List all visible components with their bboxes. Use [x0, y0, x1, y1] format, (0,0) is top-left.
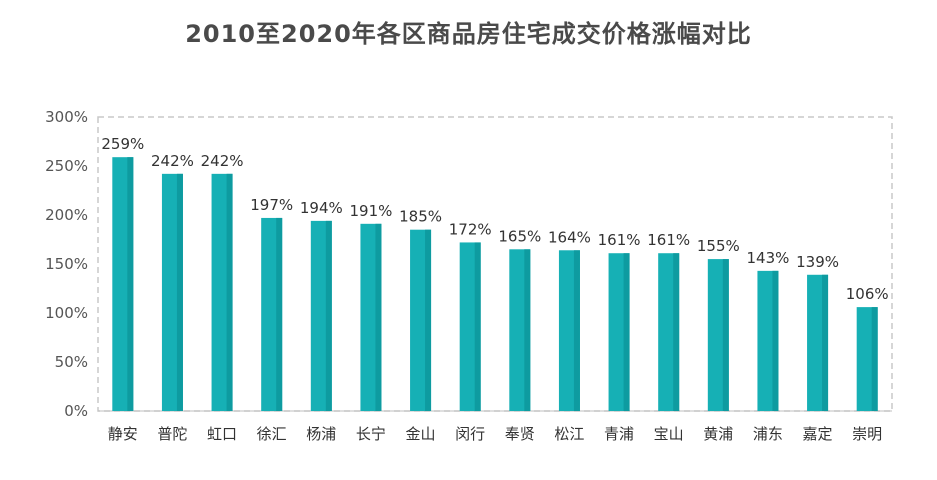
data-labels-group: 259% 242% 242% 197% 194% 191% 185% 172% 165% 164%… — [101, 135, 888, 303]
bar-shade — [325, 220, 332, 411]
data-label: 139% — [796, 253, 839, 271]
bar-shade — [673, 253, 680, 411]
y-tick-label: 150% — [45, 255, 88, 273]
bar — [459, 242, 481, 411]
bars-group — [112, 157, 878, 411]
y-tick-label: 0% — [64, 402, 88, 420]
x-tick-label: 崇明 — [852, 425, 882, 443]
bar — [112, 157, 134, 411]
bar — [558, 250, 580, 411]
bar-shade — [425, 229, 432, 411]
bar — [360, 223, 382, 411]
x-tick-label: 浦东 — [753, 425, 783, 443]
data-label: 194% — [300, 199, 343, 217]
y-tick-label: 250% — [45, 157, 88, 175]
bar — [658, 253, 680, 411]
bar-shade — [474, 242, 481, 411]
bar-shade — [176, 173, 183, 411]
data-label: 155% — [697, 237, 740, 255]
data-label: 164% — [548, 228, 591, 246]
bar — [261, 217, 283, 411]
bar-shade — [524, 249, 531, 411]
bar — [310, 220, 332, 411]
data-label: 185% — [399, 208, 442, 226]
bar-shade — [127, 157, 134, 411]
bar-shade — [722, 259, 729, 411]
bar-shade — [772, 270, 779, 411]
x-tick-label: 闵行 — [455, 425, 485, 443]
x-tick-label: 静安 — [108, 425, 138, 443]
data-label: 242% — [201, 152, 244, 170]
x-tick-label: 金山 — [406, 425, 436, 443]
y-tick-label: 100% — [45, 304, 88, 322]
data-label: 259% — [101, 135, 144, 153]
bar — [410, 229, 432, 411]
bar — [211, 173, 233, 411]
x-tick-label: 宝山 — [654, 425, 684, 443]
bar-shade — [573, 250, 580, 411]
data-label: 161% — [598, 231, 641, 249]
bar-shade — [871, 307, 878, 411]
y-tick-label: 200% — [45, 206, 88, 224]
data-label: 165% — [498, 227, 541, 245]
bar — [856, 307, 878, 411]
x-tick-label: 松江 — [554, 425, 584, 443]
bar-shade — [375, 223, 382, 411]
x-tick-label: 普陀 — [157, 425, 187, 443]
bar-shade — [226, 173, 233, 411]
bar — [707, 259, 729, 411]
y-axis: 0% 50% 100% 150% 200% 250% 300% — [45, 108, 88, 420]
x-tick-label: 徐汇 — [257, 425, 287, 443]
x-tick-label: 黄浦 — [703, 425, 733, 443]
x-tick-label: 长宁 — [356, 425, 386, 443]
bar-shade — [822, 274, 829, 411]
x-tick-label: 杨浦 — [306, 425, 336, 443]
bar — [608, 253, 630, 411]
data-label: 161% — [647, 231, 690, 249]
y-tick-label: 300% — [45, 108, 88, 126]
data-label: 242% — [151, 152, 194, 170]
x-tick-label: 嘉定 — [803, 425, 833, 443]
bar-shade — [276, 217, 283, 411]
x-tick-label: 虹口 — [207, 425, 237, 443]
bar — [161, 173, 183, 411]
data-label: 143% — [746, 249, 789, 267]
chart-title: 2010至2020年各区商品房住宅成交价格涨幅对比 — [185, 20, 752, 48]
bar — [807, 274, 829, 411]
bar-shade — [623, 253, 630, 411]
data-label: 172% — [449, 220, 492, 238]
x-axis: 静安 普陀 虹口 徐汇 杨浦 长宁 金山 闵行 奉贤 松江 青浦 宝山 黄浦 浦东 嘉定 崇明 — [108, 425, 882, 443]
data-label: 106% — [846, 285, 889, 303]
bar — [509, 249, 531, 411]
data-label: 197% — [250, 196, 293, 214]
y-tick-label: 50% — [55, 353, 88, 371]
x-tick-label: 奉贤 — [505, 425, 535, 443]
data-label: 191% — [349, 202, 392, 220]
x-tick-label: 青浦 — [604, 425, 634, 443]
bar — [757, 270, 779, 411]
